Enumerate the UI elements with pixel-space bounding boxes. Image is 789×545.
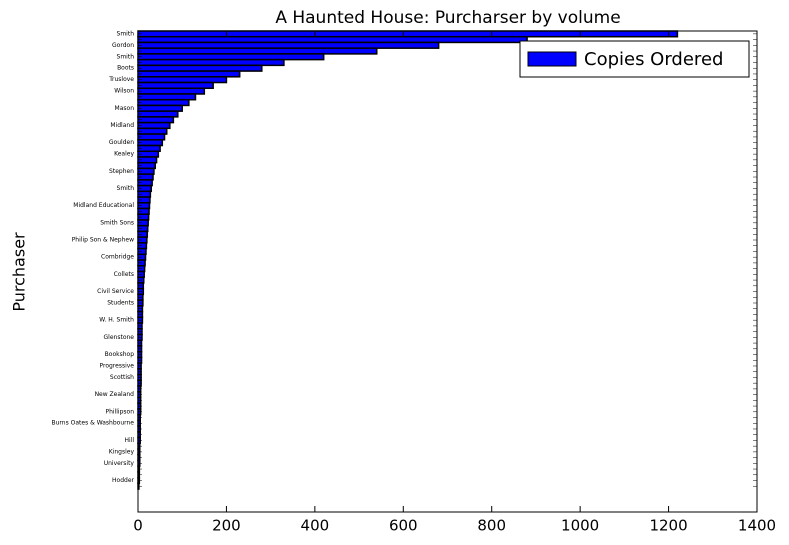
y-tick-label: University bbox=[104, 460, 135, 467]
y-tick-label: Midland bbox=[110, 122, 134, 129]
y-tick-label: Hill bbox=[124, 437, 134, 444]
chart-title: A Haunted House: Purcharser by volume bbox=[275, 8, 620, 28]
x-tick-label: 0 bbox=[133, 517, 143, 535]
y-tick-label: Boots bbox=[117, 65, 134, 72]
y-tick-label: Smith bbox=[117, 30, 135, 37]
legend-label: Copies Ordered bbox=[584, 49, 723, 70]
legend-swatch bbox=[527, 51, 577, 67]
x-tick-label: 1000 bbox=[561, 517, 599, 535]
bar bbox=[137, 81, 214, 90]
x-tick-label: 1400 bbox=[738, 517, 776, 535]
y-tick-label: New Zealand bbox=[95, 391, 135, 398]
y-tick-label: Glenstone bbox=[104, 334, 135, 341]
bar bbox=[137, 93, 197, 101]
y-tick-label: Civil Service bbox=[97, 288, 134, 295]
y-tick-label: Kealey bbox=[114, 151, 134, 158]
y-tick-label: Progressive bbox=[99, 362, 134, 369]
y-tick-label: Burns Oates & Washbourne bbox=[52, 420, 135, 427]
y-tick-label: Students bbox=[107, 299, 134, 306]
y-tick-label: Midland Educational bbox=[73, 202, 134, 209]
bar bbox=[137, 35, 528, 44]
y-tick-label: Gordon bbox=[112, 42, 134, 49]
y-tick-label: Smith bbox=[117, 53, 135, 60]
y-tick-label: Kingsley bbox=[109, 448, 135, 455]
bar bbox=[137, 30, 679, 38]
y-tick-label: W. H. Smith bbox=[99, 317, 134, 324]
bar bbox=[137, 58, 285, 67]
bar bbox=[137, 116, 175, 124]
y-tick-label: Scottish bbox=[110, 374, 134, 381]
bar bbox=[137, 53, 325, 61]
bar bbox=[137, 98, 190, 107]
bar bbox=[137, 70, 241, 78]
y-tick-label: Stephen bbox=[109, 168, 134, 175]
y-tick-label: Truslove bbox=[108, 76, 134, 83]
bar bbox=[137, 104, 183, 112]
y-tick-label: Phillipson bbox=[106, 408, 135, 415]
bar bbox=[137, 110, 179, 118]
x-tick-label: 400 bbox=[301, 517, 330, 535]
bar bbox=[137, 64, 263, 72]
y-tick-label: Hodder bbox=[112, 477, 134, 484]
y-tick-label: Philip Son & Nephew bbox=[72, 237, 134, 244]
bar bbox=[137, 47, 378, 55]
bar bbox=[137, 87, 206, 95]
x-tick-label: 800 bbox=[477, 517, 506, 535]
y-tick-label: Smith bbox=[117, 185, 135, 192]
y-tick-label: Mason bbox=[115, 105, 135, 112]
bar bbox=[137, 121, 171, 130]
bar bbox=[137, 76, 228, 84]
bar bbox=[137, 41, 440, 49]
y-axis-label: Purchaser bbox=[10, 232, 29, 312]
y-tick-label: Bookshop bbox=[105, 351, 135, 358]
plot-frame bbox=[137, 30, 758, 513]
y-tick-label: Combridge bbox=[101, 254, 134, 261]
y-tick-label: Wilson bbox=[114, 88, 134, 95]
x-tick-label: 200 bbox=[212, 517, 241, 535]
y-tick-label: Smith Sons bbox=[100, 219, 134, 226]
y-tick-label: Collets bbox=[114, 271, 134, 278]
y-tick-label: Goulden bbox=[109, 139, 134, 146]
x-tick-label: 600 bbox=[389, 517, 418, 535]
bar bbox=[137, 127, 168, 135]
x-tick-label: 1200 bbox=[649, 517, 687, 535]
